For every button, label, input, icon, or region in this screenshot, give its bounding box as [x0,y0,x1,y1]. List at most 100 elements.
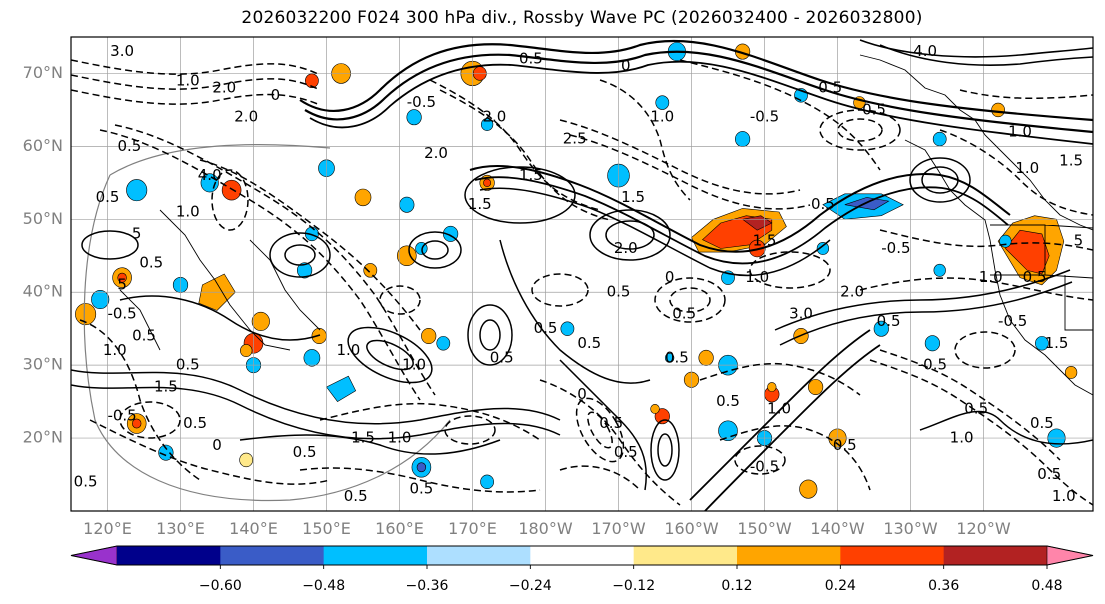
contour-solid [704,344,881,511]
contour-dashed [299,467,541,493]
colorbar-segment [943,546,1048,565]
contour-dashed [119,401,181,439]
shaded-cell [305,73,319,88]
contour-label: 2.0 [840,283,864,301]
contour-label: 2.5 [563,130,587,148]
shaded-cell [91,290,110,310]
contour-dashed [859,277,1093,301]
great-circle-arc [83,144,451,502]
shaded-cell [132,418,142,429]
contour-label: 0.5 [811,195,835,213]
contour-dashed [444,415,496,445]
contour-dashed [669,287,711,313]
contour-label: 1.5 [1045,334,1069,352]
contour-solid [309,60,1093,145]
contour-label: 0 [621,57,631,75]
contour-label: 0.5 [1037,465,1061,483]
contour-label: 0.5 [519,49,543,67]
contour-dashed [531,273,589,307]
contour-dashed [114,124,436,396]
colorbar-tick-label: −0.60 [199,578,242,594]
us-border [990,224,1093,331]
shaded-cell [799,479,818,499]
contour-solid [81,230,139,260]
shaded-cell [932,131,947,147]
contour-label: 0.5 [293,443,317,461]
contour-dashed [71,59,321,76]
colorbar-tick-label: −0.36 [406,578,449,594]
shaded-cell [158,444,174,461]
shaded-cell [767,382,777,392]
contour-dashed [539,379,681,506]
shaded-cell [399,196,415,213]
shaded-cell [421,328,437,344]
contour-label: 0.5 [833,436,857,454]
contour-label: 1.0 [402,356,426,374]
contour-label: 1.0 [1052,487,1076,505]
colorbar-segment [323,546,428,565]
contour-label: -0.5 [107,305,136,323]
canada-coast [904,139,1093,396]
contour-label: 5 [117,275,127,293]
lon-tick-label: 150°W [737,519,792,538]
contour-label: 1.0 [650,108,674,126]
shaded-cell [416,462,427,473]
contour-label: 0.5 [74,472,98,490]
contour-label: 1.5 [621,188,645,206]
shaded-cell [1064,366,1078,379]
contour-dashed [719,425,871,491]
lon-tick-label: 140°W [810,519,865,538]
contour-labels: 3.0 1.0 2.0 0 2.0 0.5 4.0 0.5 1.0 5 0.5 5 -0.5 0.5 1.0… [74,42,1084,505]
contour-solid [464,166,576,224]
contour-solid [921,166,959,194]
contour-label: -0.5 [881,239,910,257]
contour-dashed [879,349,1061,461]
lat-tick-label: 50°N [23,209,63,228]
shaded-cell [924,335,941,352]
contour-label: 0.5 [1030,414,1054,432]
colorbar-segment [840,546,945,565]
contour-solid [469,164,1011,253]
contour-solid [408,231,462,269]
shaded-cell [698,349,714,366]
contour-label: -0.5 [407,93,436,111]
lat-tick-label: 70°N [23,63,63,82]
shaded-region [1004,229,1050,275]
contour-solid [589,209,671,261]
shaded-cell [239,452,254,468]
contour-dashed [559,119,801,195]
shaded-cell [933,263,946,277]
contour-solid [366,339,414,371]
shaded-cell [1035,336,1049,351]
contour-label: 2.0 [234,108,258,126]
contour-dashed [569,134,811,210]
contour-dashed [599,79,691,201]
contour-label: -0.5 [750,108,779,126]
contour-label: 0.5 [665,348,689,366]
contour-dashed [869,359,1093,506]
coastlines [83,54,1093,502]
contour-label: 0.5 [877,312,901,330]
contour-label: 3.0 [789,305,813,323]
contour-label: 3.0 [110,42,134,60]
lon-tick-label: 160°W [664,519,719,538]
contour-dashed [954,331,1016,369]
contour-label: 1.0 [176,71,200,89]
lon-tick-label: 150°E [302,519,351,538]
contour-label: 1.5 [1059,151,1083,169]
contour-label: 2.0 [424,144,448,162]
shaded-region [844,197,890,211]
contour-label: -0.5 [918,356,947,374]
contour-label: 4.0 [913,42,937,60]
contour-solid [689,329,871,501]
contour-label: -0.5 [998,312,1027,330]
contour-label: 1.5 [519,166,543,184]
contour-dashed [837,118,883,142]
contour-dashed [71,89,321,106]
shaded-cell [117,272,127,283]
contour-label: 1.0 [950,429,974,447]
contour-label: 0.5 [96,188,120,206]
contour-label: 0.5 [614,443,638,461]
contour-label: 0.5 [607,283,631,301]
